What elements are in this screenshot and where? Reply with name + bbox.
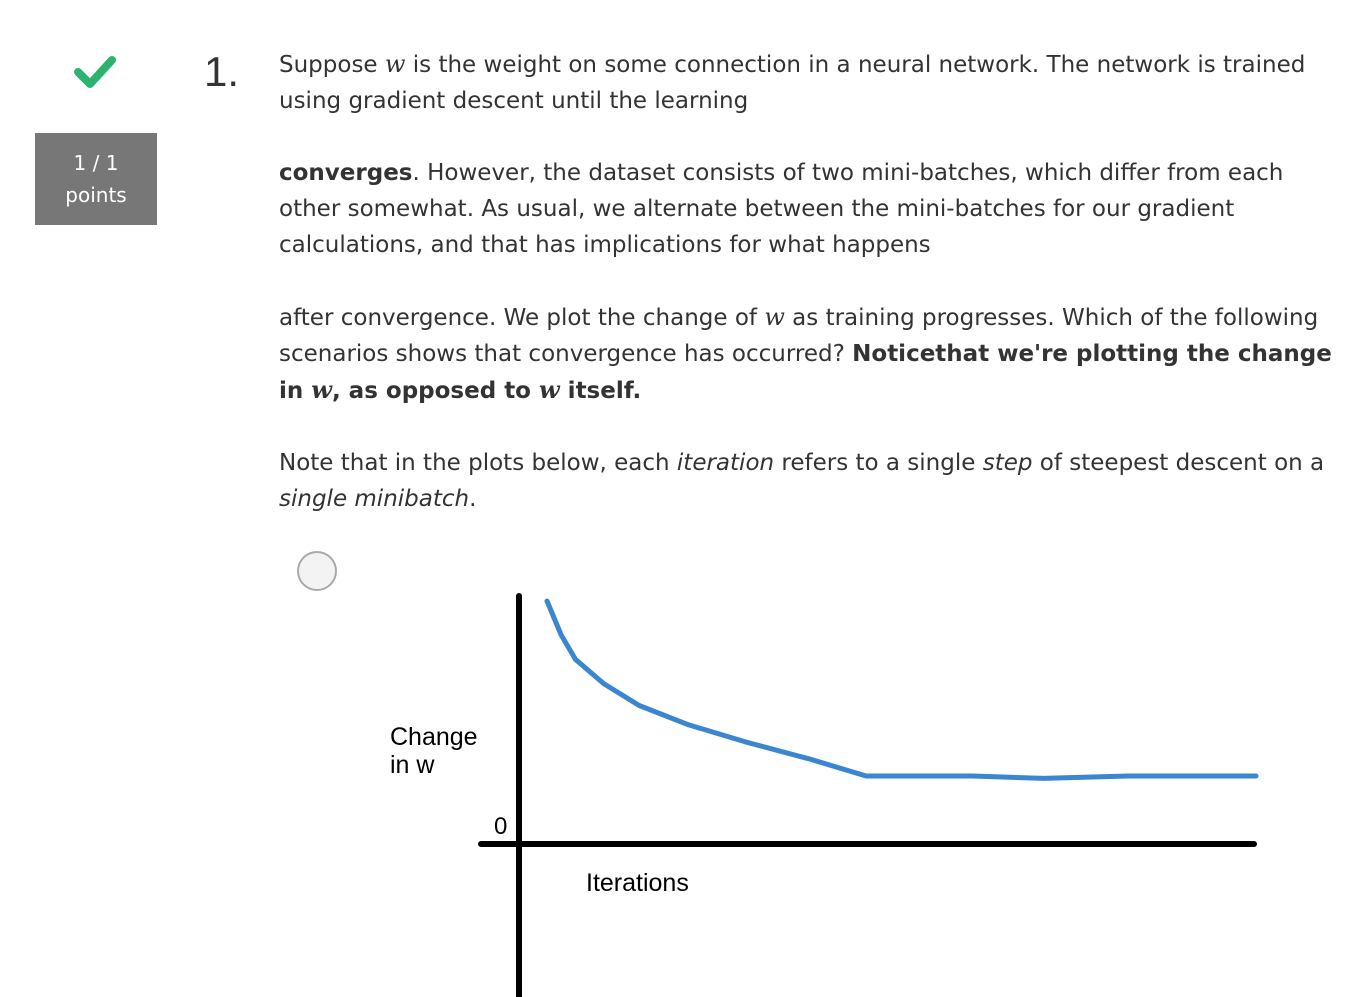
question-paragraph-3: after convergence. We plot the change of… — [279, 303, 1332, 404]
question-paragraph-4: Note that in the plots below, each itera… — [279, 450, 1325, 512]
score-unit: points — [65, 183, 127, 207]
checkmark-icon — [74, 56, 116, 88]
question-text: Suppose w is the weight on some connecti… — [279, 46, 1339, 553]
score-value: 1 / 1 — [73, 151, 119, 175]
variable-w: w — [384, 50, 406, 78]
score-badge: 1 / 1 points — [35, 133, 157, 225]
y-axis-label-line-1: Change — [390, 723, 478, 751]
y-axis-label-line-2: in w — [390, 751, 435, 779]
question-number: 1. — [204, 48, 240, 95]
variable-w: w — [764, 303, 785, 331]
variable-w: w — [311, 375, 332, 404]
question-paragraph-2: converges. However, the dataset consists… — [279, 160, 1284, 258]
series-line — [544, 598, 1259, 781]
answer-option-radio[interactable] — [297, 551, 337, 591]
answer-option-plot: Change in w 0 Iterations — [390, 593, 1259, 997]
x-axis-label: Iterations — [586, 869, 689, 897]
question-paragraph-1: Suppose w is the weight on some connecti… — [279, 50, 1306, 114]
zero-tick-label: 0 — [494, 813, 507, 840]
variable-w: w — [539, 375, 560, 404]
